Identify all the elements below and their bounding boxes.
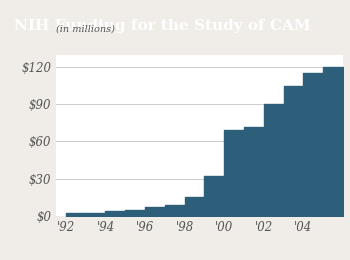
Text: NIH Funding for the Study of CAM: NIH Funding for the Study of CAM — [14, 19, 311, 33]
Text: (in millions): (in millions) — [56, 25, 115, 34]
